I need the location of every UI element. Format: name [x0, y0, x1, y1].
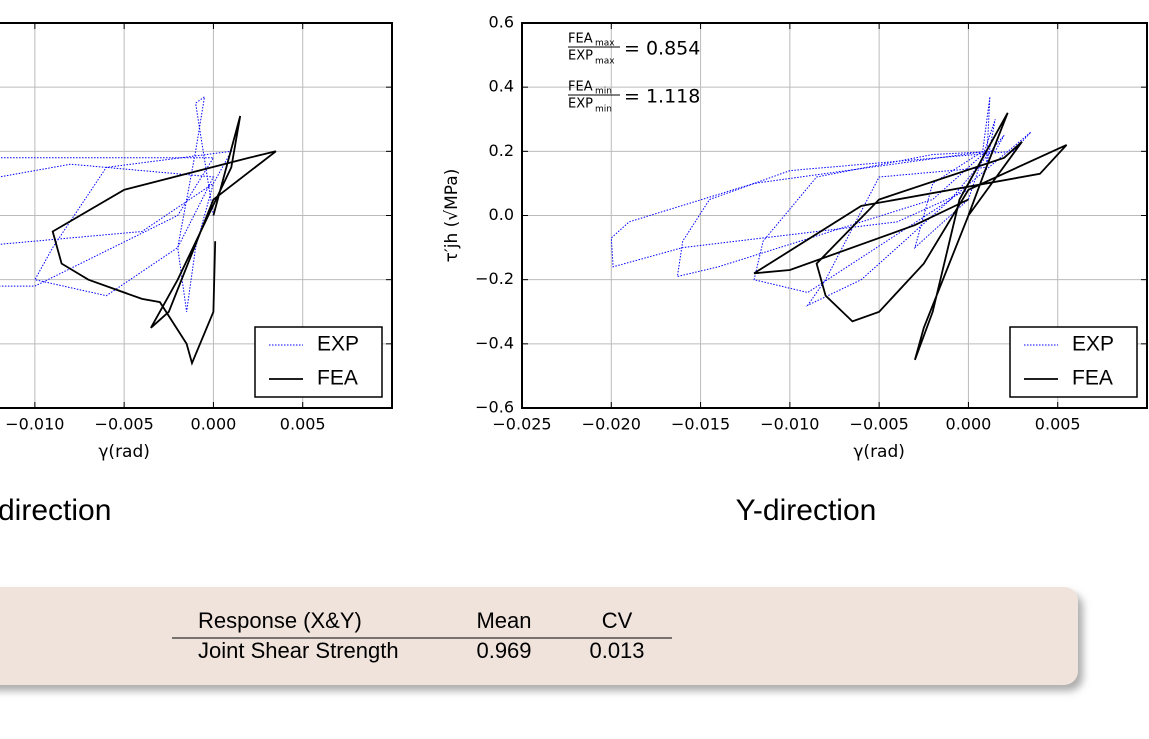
x-tick-label: −0.010	[760, 415, 819, 434]
y-tick-label: 0.4	[489, 77, 514, 96]
x-tick-label: 0.005	[1035, 415, 1081, 434]
x-tick-label: −0.015	[671, 415, 730, 434]
x-tick-label: 0.000	[191, 415, 237, 434]
plot-frame	[0, 22, 393, 409]
annotation-sub: max	[595, 39, 615, 49]
legend-label: EXP	[317, 333, 359, 356]
table-cell: Joint Shear Strength	[198, 638, 399, 663]
legend-box	[1009, 326, 1138, 398]
x-axis-label: γ(rad)	[98, 442, 150, 462]
y-tick-label: 0.6	[489, 13, 514, 32]
annotation-den: EXP	[568, 49, 593, 64]
table-cell: 0.013	[589, 638, 644, 663]
x-tick-label: −0.005	[850, 415, 909, 434]
x-tick-label: −0.010	[5, 415, 64, 434]
x-tick-label: 0.000	[946, 415, 992, 434]
y-tick-label: −0.6	[475, 398, 514, 417]
x-tick-label: −0.005	[95, 415, 154, 434]
y-tick-label: −0.4	[475, 333, 514, 352]
data-line	[753, 112, 1068, 361]
table-header: Mean	[476, 608, 531, 633]
x-tick-label: 0.005	[280, 415, 326, 434]
legend-label: FEA	[1072, 367, 1113, 390]
table-header: Response (X&Y)	[198, 608, 362, 633]
plot-area	[610, 96, 1068, 361]
y-tick-label: 0.2	[489, 141, 514, 160]
legend-box	[254, 326, 383, 398]
annotation-num: FEA	[568, 32, 593, 47]
chart-title: direction	[0, 494, 111, 527]
y-tick-label: −0.2	[475, 269, 514, 288]
y-tick-label: 0.0	[489, 205, 514, 224]
data-line	[610, 96, 1032, 307]
x-tick-label: −0.025	[492, 415, 551, 434]
y-axis-label: τ′jh (√MPa)	[442, 169, 462, 263]
annotation-value: = 1.118	[624, 86, 700, 108]
annotation-den: EXP	[568, 97, 593, 112]
data-line	[51, 115, 277, 366]
annotation-sub: max	[595, 57, 615, 67]
legend-label: FEA	[317, 367, 358, 390]
annotation-sub: min	[595, 105, 612, 115]
plot-area	[0, 95, 277, 366]
legend-label: EXP	[1072, 333, 1114, 356]
annotation-sub: min	[595, 87, 612, 97]
table-header: CV	[602, 608, 633, 633]
annotation-num: FEA	[568, 80, 593, 95]
plot-frame	[521, 22, 1148, 409]
x-tick-label: −0.020	[582, 415, 641, 434]
table-cell: 0.969	[476, 638, 531, 663]
annotation-value: = 0.854	[624, 38, 700, 60]
chart-title: Y-direction	[736, 494, 877, 527]
x-axis-label: γ(rad)	[853, 442, 905, 462]
table-panel	[0, 587, 1078, 685]
